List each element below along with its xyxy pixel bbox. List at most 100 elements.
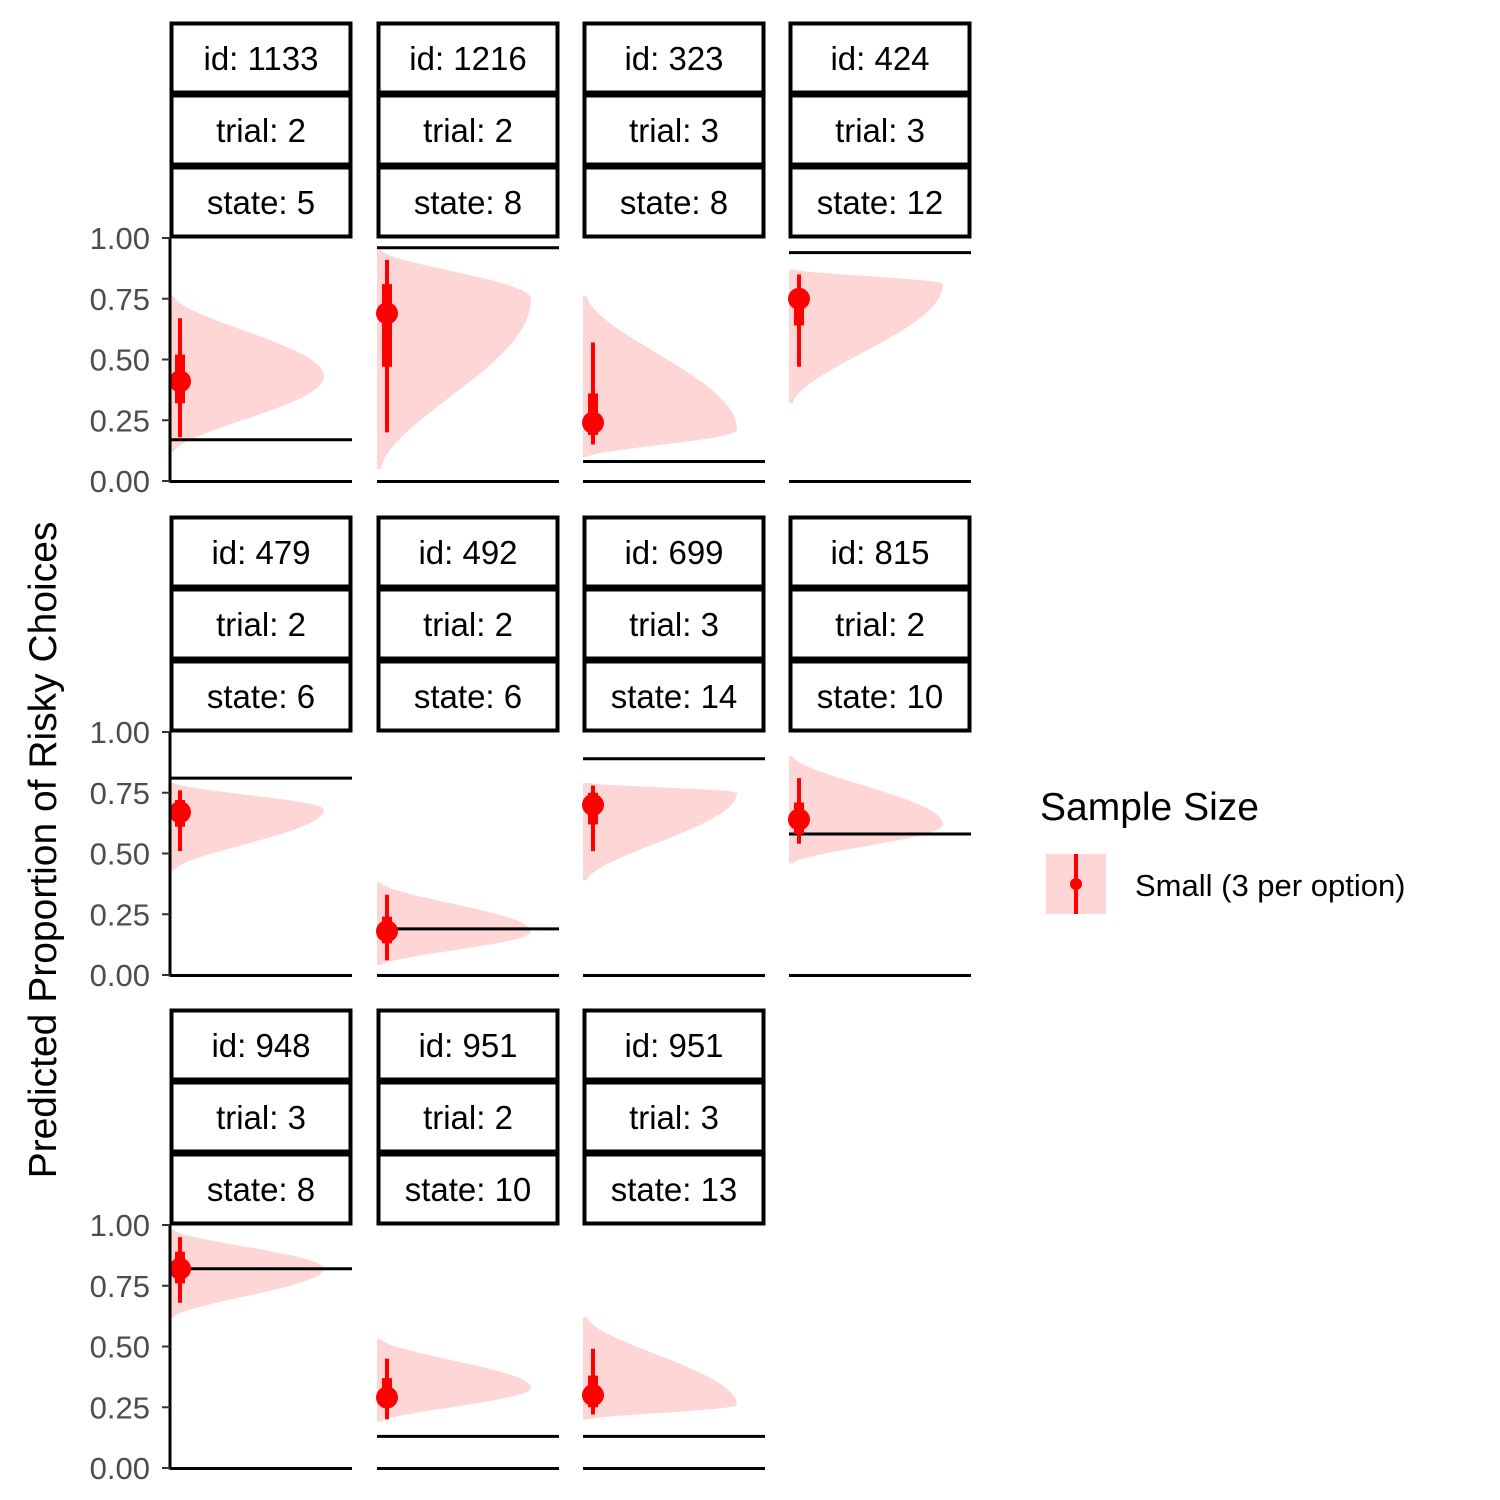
strip-trial-label: trial: 2 <box>423 606 513 643</box>
point-estimate <box>376 1386 398 1409</box>
y-tick-label: 0.50 <box>90 343 150 378</box>
y-tick-label: 0.00 <box>90 958 150 993</box>
density-slab <box>583 783 737 881</box>
point-estimate <box>582 1384 604 1407</box>
strip-trial-box <box>376 1080 560 1154</box>
strip-state-box <box>788 165 972 239</box>
strip-state-label: state: 14 <box>611 678 738 715</box>
y-tick-label: 0.00 <box>90 464 150 499</box>
strip-id-box <box>376 1008 560 1082</box>
density-slab <box>377 1339 531 1422</box>
y-tick-label: 0.25 <box>90 403 150 438</box>
strip-state-box <box>169 659 353 733</box>
point-estimate <box>788 287 810 310</box>
point-estimate <box>169 1257 191 1280</box>
density-slab <box>789 756 943 864</box>
strip-trial-box <box>788 587 972 661</box>
density-slab <box>377 250 531 469</box>
y-tick-label: 1.00 <box>90 221 150 256</box>
strip-state-label: state: 10 <box>405 1171 532 1208</box>
strip-state-box <box>376 165 560 239</box>
y-tick-label: 0.75 <box>90 776 150 811</box>
strip-id-label: id: 815 <box>830 534 929 571</box>
strip-state-label: state: 12 <box>817 184 944 221</box>
strip-id-label: id: 699 <box>624 534 723 571</box>
strip-trial-box <box>169 587 353 661</box>
y-axis-label: Predicted Proportion of Risky Choices <box>22 522 65 1179</box>
y-tick-label: 0.50 <box>90 1330 150 1365</box>
point-estimate <box>376 302 398 325</box>
facet-panel: id: 815 trial: 2 state: 10 <box>788 515 972 977</box>
strip-id-box <box>169 21 353 95</box>
y-tick-label: 1.00 <box>90 1208 150 1243</box>
density-slab <box>170 1229 324 1318</box>
strip-id-box <box>169 515 353 589</box>
point-estimate <box>169 801 191 824</box>
strip-id-label: id: 1216 <box>409 40 526 77</box>
density-slab <box>789 269 943 404</box>
strip-id-label: id: 948 <box>211 1027 310 1064</box>
strip-trial-label: trial: 2 <box>423 1099 513 1136</box>
point-estimate <box>169 370 191 393</box>
strip-id-box <box>582 1008 766 1082</box>
strip-trial-box <box>582 1080 766 1154</box>
facet-panel: id: 951 trial: 3 state: 13 <box>582 1008 766 1470</box>
strip-trial-box <box>788 93 972 167</box>
strip-state-box <box>582 1152 766 1226</box>
strip-state-label: state: 8 <box>414 184 522 221</box>
strip-id-box <box>376 21 560 95</box>
strip-id-label: id: 323 <box>624 40 723 77</box>
strip-state-label: state: 13 <box>611 1171 738 1208</box>
panels-layer: id: 1133 trial: 2 state: 5 0.00 0.25 0.50 0.75… <box>90 21 972 1486</box>
strip-state-label: state: 5 <box>207 184 315 221</box>
strip-trial-label: trial: 2 <box>423 112 513 149</box>
strip-id-label: id: 479 <box>211 534 310 571</box>
strip-id-box <box>582 515 766 589</box>
strip-state-label: state: 10 <box>817 678 944 715</box>
strip-state-label: state: 6 <box>414 678 522 715</box>
strip-trial-box <box>376 93 560 167</box>
strip-trial-label: trial: 3 <box>629 606 719 643</box>
y-tick-label: 0.25 <box>90 1390 150 1425</box>
facet-panel: id: 951 trial: 2 state: 10 <box>376 1008 560 1470</box>
strip-id-box <box>788 21 972 95</box>
strip-state-box <box>169 165 353 239</box>
strip-trial-label: trial: 3 <box>216 1099 306 1136</box>
facet-panel: id: 492 trial: 2 state: 6 <box>376 515 560 977</box>
facet-panel: id: 1133 trial: 2 state: 5 0.00 0.25 0.50 0.75… <box>90 21 353 499</box>
strip-id-box <box>169 1008 353 1082</box>
y-tick-label: 0.75 <box>90 282 150 317</box>
y-tick-label: 0.00 <box>90 1451 150 1486</box>
facet-panel: id: 948 trial: 3 state: 8 0.00 0.25 0.50 0.75 1… <box>90 1008 353 1486</box>
strip-state-box <box>169 1152 353 1226</box>
density-slab <box>170 783 324 871</box>
point-estimate <box>376 920 398 943</box>
strip-state-box <box>788 659 972 733</box>
strip-state-box <box>376 1152 560 1226</box>
strip-trial-label: trial: 2 <box>216 606 306 643</box>
strip-state-box <box>376 659 560 733</box>
facet-panel: id: 323 trial: 3 state: 8 <box>582 21 766 483</box>
density-slab <box>377 882 531 966</box>
strip-trial-label: trial: 3 <box>629 112 719 149</box>
strip-id-label: id: 1133 <box>204 40 319 77</box>
facet-panel: id: 424 trial: 3 state: 12 <box>788 21 972 483</box>
strip-trial-label: trial: 3 <box>835 112 925 149</box>
strip-trial-box <box>582 587 766 661</box>
strip-id-label: id: 951 <box>418 1027 517 1064</box>
legend-title: Sample Size <box>1040 786 1259 829</box>
strip-id-box <box>582 21 766 95</box>
point-estimate <box>582 411 604 434</box>
strip-trial-box <box>376 587 560 661</box>
strip-state-label: state: 8 <box>207 1171 315 1208</box>
facet-panel: id: 699 trial: 3 state: 14 <box>582 515 766 977</box>
density-slab <box>170 296 324 452</box>
y-tick-label: 0.25 <box>90 897 150 932</box>
strip-id-label: id: 492 <box>418 534 517 571</box>
y-tick-label: 1.00 <box>90 715 150 750</box>
point-estimate <box>788 808 810 831</box>
strip-id-box <box>376 515 560 589</box>
strip-trial-box <box>169 93 353 167</box>
density-slab <box>583 296 737 457</box>
facet-panel: id: 479 trial: 2 state: 6 0.00 0.25 0.50 0.75 1… <box>90 515 353 993</box>
